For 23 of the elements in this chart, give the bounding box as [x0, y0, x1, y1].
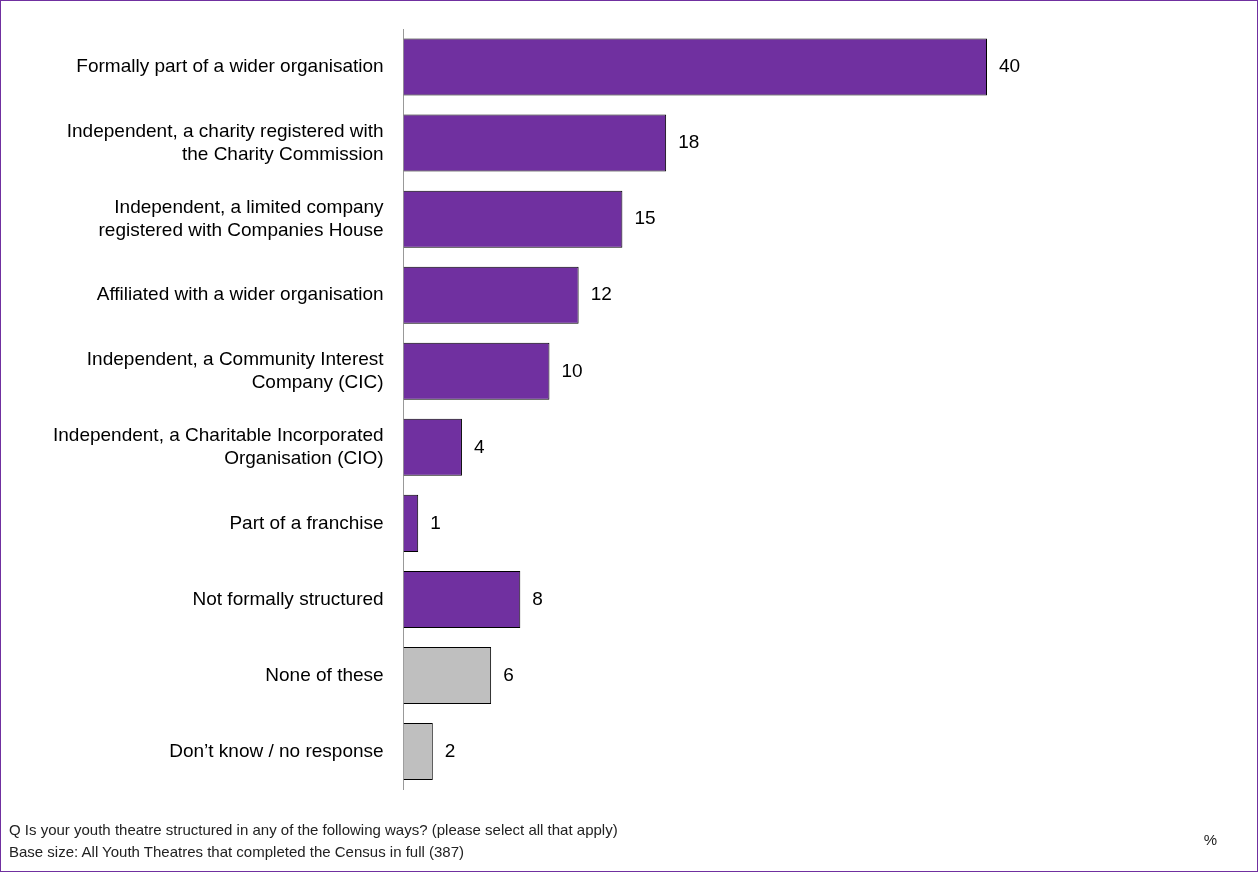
y-tick-label: Affiliated with a wider organisation	[96, 283, 384, 305]
data-label: 8	[532, 587, 543, 609]
text: Q Is your youth theatre structured in any of the following ways? (please select all that apply)	[9, 820, 618, 840]
data-label: 6	[503, 663, 514, 685]
data-label: 10	[561, 359, 583, 381]
y-tick-label: Independent, a Community Interest Company (CIC)	[86, 348, 385, 392]
text: Base size: All Youth Theatres that completed the Census in full (387)	[9, 842, 465, 862]
y-tick-label: None of these	[265, 663, 384, 685]
data-label: 40	[999, 55, 1021, 77]
data-label: 12	[590, 283, 612, 305]
data-label: 18	[678, 131, 700, 153]
y-tick-label: Independent, a Charitable Incorporated Organisation (CIO)	[52, 424, 384, 468]
data-label: 15	[634, 207, 656, 229]
y-tick-label: Don’t know / no response	[169, 739, 384, 761]
text: %	[1203, 831, 1217, 848]
data-label: 2	[444, 739, 456, 761]
y-tick-label: Independent, a limited company registered with Companies House	[98, 195, 385, 240]
y-tick-label: Not formally structured	[192, 587, 384, 609]
y-tick-label: Independent, a charity registered with the Charity Commission	[66, 119, 384, 164]
y-tick-label: Formally part of a wider organisation	[76, 55, 384, 77]
data-label: 1	[430, 511, 441, 533]
data-label: 4	[473, 435, 485, 457]
y-tick-label: Part of a franchise	[229, 511, 384, 533]
